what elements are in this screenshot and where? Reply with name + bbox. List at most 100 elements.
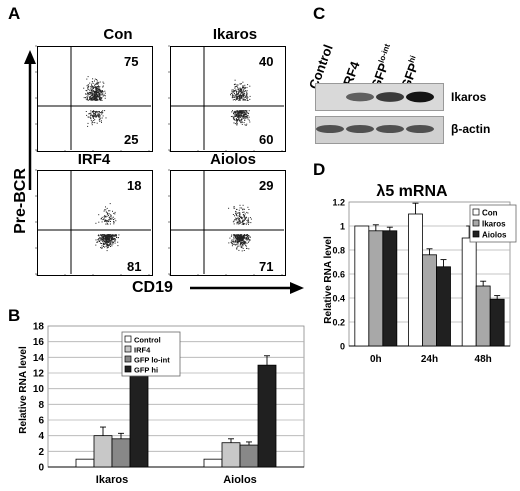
event-dot [248, 116, 250, 118]
event-dot [94, 119, 96, 121]
event-dot [102, 234, 104, 236]
event-dot [107, 246, 109, 248]
event-dot [106, 236, 108, 238]
event-dot [115, 220, 117, 222]
event-dot [244, 237, 246, 239]
event-dot [106, 237, 108, 239]
event-dot [245, 238, 247, 240]
event-dot [248, 237, 249, 239]
event-dot [238, 219, 240, 221]
event-dot [91, 90, 92, 92]
event-dot [107, 235, 109, 237]
event-dot [234, 112, 236, 114]
event-dot [242, 247, 244, 249]
event-dot [240, 93, 241, 95]
event-dot [234, 235, 236, 237]
event-dot [238, 245, 240, 247]
event-dot [241, 88, 243, 90]
event-dot [247, 84, 249, 86]
event-dot [105, 245, 107, 247]
event-dot [243, 208, 245, 210]
event-dot [97, 94, 99, 96]
legend-swatch [472, 219, 480, 227]
y-tick-label: 8 [38, 400, 44, 411]
event-dot [244, 96, 246, 98]
event-dot [86, 93, 88, 95]
event-dot [243, 86, 245, 88]
event-dot [112, 210, 113, 212]
event-dot [245, 125, 247, 126]
event-dot [98, 238, 100, 240]
event-dot [236, 218, 238, 220]
event-dot [91, 81, 93, 83]
event-dot [100, 92, 102, 94]
chart-d-title: λ5 mRNA [376, 183, 448, 200]
event-dot [93, 87, 95, 88]
event-dot [243, 241, 245, 243]
event-dot [240, 118, 242, 120]
event-dot [83, 97, 85, 99]
event-dot [89, 93, 91, 95]
flow-upper-pct: 29 [259, 178, 274, 193]
event-dot [97, 111, 99, 112]
event-dot [247, 219, 249, 221]
event-dot [98, 99, 100, 101]
event-dot [95, 244, 97, 246]
event-dot [244, 110, 246, 112]
event-dot [95, 98, 97, 100]
bar [461, 237, 477, 347]
event-dot [245, 245, 247, 247]
event-dot [95, 93, 97, 95]
event-dot [99, 120, 101, 122]
category-label: Ikaros [96, 474, 128, 486]
event-dot [246, 220, 248, 221]
event-dot [235, 110, 237, 112]
event-dot [235, 89, 237, 91]
flow-lower-pct: 25 [124, 132, 139, 147]
event-dot [90, 112, 92, 114]
event-dot [248, 119, 250, 121]
event-dot [92, 122, 94, 123]
event-dot [99, 89, 101, 91]
event-dot [104, 246, 106, 248]
event-dot [236, 98, 238, 100]
event-dot [99, 115, 100, 117]
event-dot [102, 243, 104, 245]
event-dot [244, 119, 246, 121]
event-dot [231, 245, 233, 247]
event-dot [95, 100, 97, 101]
event-dot [90, 114, 92, 116]
event-dot [237, 241, 239, 243]
event-dot [247, 100, 249, 101]
event-dot [103, 243, 105, 245]
event-dot [237, 222, 239, 224]
event-dot [241, 250, 243, 252]
event-dot [92, 87, 94, 89]
event-dot [111, 218, 113, 220]
event-dot [100, 120, 102, 122]
event-dot [236, 234, 238, 236]
event-dot [107, 234, 109, 236]
y-tick-label: 4 [38, 431, 44, 442]
event-dot [112, 240, 114, 242]
event-dot [245, 110, 247, 111]
event-dot [117, 245, 119, 247]
event-dot [246, 94, 248, 96]
event-dot [243, 91, 245, 93]
event-dot [100, 234, 102, 236]
event-dot [234, 123, 236, 125]
event-dot [242, 239, 244, 241]
event-dot [103, 235, 105, 237]
event-dot [99, 86, 101, 88]
bar [489, 298, 505, 347]
event-dot [242, 110, 244, 112]
event-dot [235, 213, 237, 215]
y-tick-label: 1.2 [332, 198, 345, 208]
event-dot [235, 112, 237, 113]
event-dot [90, 92, 92, 94]
event-dot [93, 116, 95, 118]
event-dot [110, 244, 112, 246]
category-label: 0h [370, 354, 382, 365]
event-dot [92, 90, 94, 92]
event-dot [244, 217, 246, 219]
